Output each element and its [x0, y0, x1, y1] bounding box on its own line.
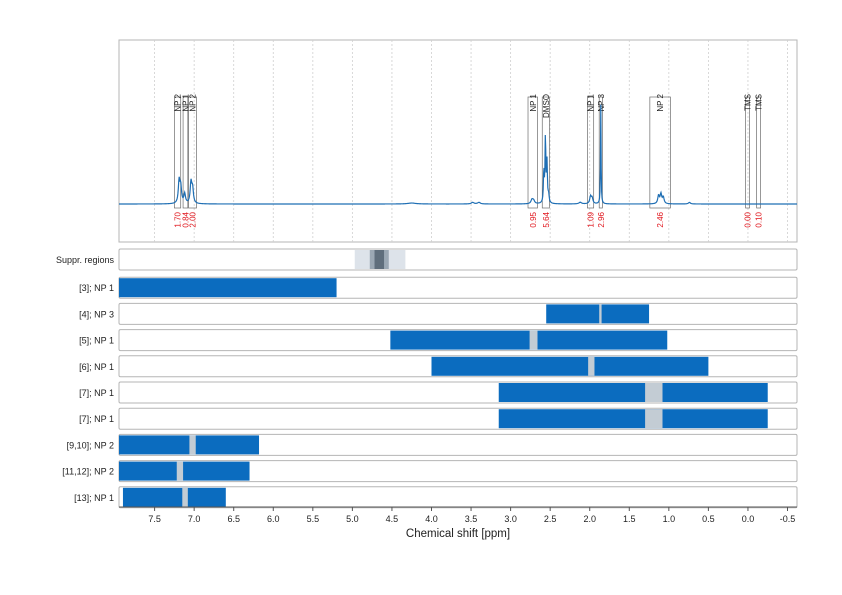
range-gap	[645, 409, 663, 429]
range-gap	[182, 487, 188, 507]
row-label: [13]; NP 1	[74, 493, 114, 503]
peak-box	[188, 96, 197, 209]
x-tick-label: 5.0	[346, 514, 359, 524]
x-tick-label: 5.5	[307, 514, 320, 524]
x-tick-label: 0.5	[702, 514, 715, 524]
spectrum-line	[119, 104, 797, 205]
row-label: [3]; NP 1	[79, 283, 114, 293]
peak-label: NP 3	[597, 93, 606, 111]
range-gap	[176, 461, 184, 481]
x-tick-label: 4.0	[425, 514, 438, 524]
integral-label: 5.64	[542, 211, 551, 227]
range-bar	[546, 304, 650, 324]
row-label: [6]; NP 1	[79, 362, 114, 372]
row-label: [4]; NP 3	[79, 309, 114, 319]
integral-label: 0.84	[181, 211, 190, 227]
range-bar	[498, 409, 768, 429]
range-bar	[431, 356, 709, 376]
row-label: [7]; NP 1	[79, 388, 114, 398]
spectrum-panel: NP 2 1.70 NP 1 0.84 NP 2 2.00 NP 1 0.95 DMSO 5.64…	[118, 39, 798, 243]
x-tick-label: 6.0	[267, 514, 280, 524]
x-axis-label: Chemical shift [ppm]	[406, 528, 510, 540]
x-axis: 7.5 7.0 6.5 6.0 5.5 5.0 4.5 4.0 3.5 3.0 2.5 2.0 1.5 1…	[119, 506, 797, 524]
peak-box	[756, 96, 761, 209]
integral-label: 0.00	[744, 211, 753, 227]
range-gap	[529, 330, 538, 350]
range-bar	[498, 383, 768, 402]
peak-box	[527, 96, 538, 209]
integral-label: 0.10	[755, 211, 764, 227]
suppr-region	[374, 250, 385, 269]
x-tick-label: 2.0	[583, 514, 596, 524]
peak-box	[541, 96, 550, 209]
range-row-frame	[118, 302, 798, 325]
x-tick-label: 4.5	[386, 514, 399, 524]
peak-label: NP 2	[656, 93, 665, 111]
integral-label: 1.09	[587, 211, 596, 227]
integral-label: 2.96	[597, 211, 606, 227]
x-tick-label: 7.0	[188, 514, 201, 524]
row-label: [11,12]; NP 2	[62, 467, 114, 477]
peak-label: NP 2	[189, 93, 198, 111]
range-rows-panel: Suppr. regions [3]; NP 1 [4]; NP 3 [5]; NP …	[56, 248, 798, 509]
integral-label: 2.46	[656, 211, 665, 227]
peak-box	[182, 96, 189, 209]
x-tick-label: 0.0	[742, 514, 755, 524]
x-tick-label: 7.5	[148, 514, 161, 524]
row-label: [7]; NP 1	[79, 414, 114, 424]
x-tick-label: 1.0	[663, 514, 676, 524]
peak-box	[587, 96, 595, 209]
peak-label: NP 1	[529, 93, 538, 111]
x-tick-label: 6.5	[227, 514, 240, 524]
range-gap	[599, 304, 602, 324]
x-tick-label: -0.5	[780, 514, 796, 524]
range-bar	[119, 435, 260, 455]
integral-label: 2.00	[189, 211, 198, 227]
integral-label: 0.95	[529, 211, 538, 227]
peak-label: NP 1	[587, 93, 596, 111]
spectrum-frame	[118, 39, 798, 243]
row-label: [9,10]; NP 2	[67, 440, 114, 450]
range-bar	[119, 461, 250, 481]
peak-label: NP 2	[174, 93, 183, 111]
suppr-row-frame	[118, 248, 798, 271]
range-gap	[588, 356, 595, 376]
row-label: [5]; NP 1	[79, 336, 114, 346]
range-row-frame	[118, 486, 798, 509]
peak-label: TMS	[755, 94, 764, 111]
x-tick-label: 3.0	[504, 514, 517, 524]
x-tick-label: 3.5	[465, 514, 478, 524]
range-bar	[390, 330, 668, 350]
peak-box	[598, 96, 603, 209]
peak-label: TMS	[744, 94, 753, 111]
range-bar	[122, 487, 226, 507]
integral-label: 1.70	[174, 211, 183, 227]
peak-box	[174, 96, 182, 209]
peak-label: DMSO	[542, 94, 551, 118]
range-bar	[119, 278, 337, 298]
peak-label: NP 1	[181, 93, 190, 111]
row-label: Suppr. regions	[56, 255, 115, 265]
range-gap	[645, 383, 663, 402]
peak-box	[745, 96, 750, 209]
x-tick-label: 1.5	[623, 514, 636, 524]
range-gap	[189, 435, 196, 455]
peak-box	[649, 96, 671, 209]
x-tick-label: 2.5	[544, 514, 557, 524]
